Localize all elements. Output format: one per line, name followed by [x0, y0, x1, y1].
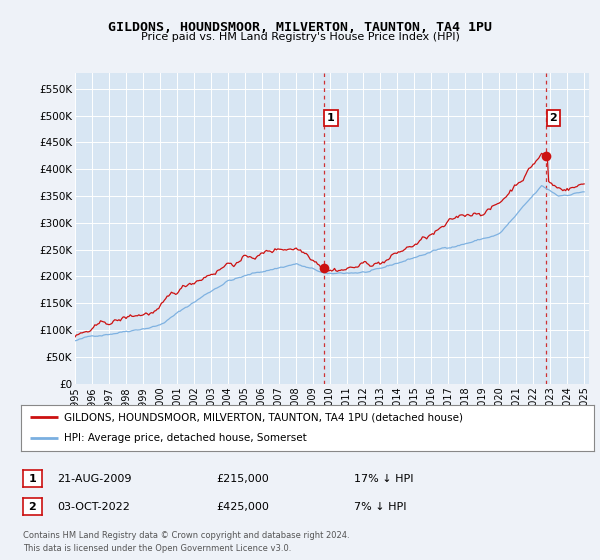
Text: 17% ↓ HPI: 17% ↓ HPI	[354, 474, 413, 484]
Text: £215,000: £215,000	[216, 474, 269, 484]
Text: 2: 2	[29, 502, 36, 512]
Text: 21-AUG-2009: 21-AUG-2009	[57, 474, 131, 484]
Text: Contains HM Land Registry data © Crown copyright and database right 2024.
This d: Contains HM Land Registry data © Crown c…	[23, 531, 349, 553]
Text: 1: 1	[327, 113, 335, 123]
Text: HPI: Average price, detached house, Somerset: HPI: Average price, detached house, Some…	[64, 433, 307, 444]
Text: 1: 1	[29, 474, 36, 484]
Text: 03-OCT-2022: 03-OCT-2022	[57, 502, 130, 512]
Text: GILDONS, HOUNDSMOOR, MILVERTON, TAUNTON, TA4 1PU: GILDONS, HOUNDSMOOR, MILVERTON, TAUNTON,…	[108, 21, 492, 34]
Text: 7% ↓ HPI: 7% ↓ HPI	[354, 502, 407, 512]
Text: Price paid vs. HM Land Registry's House Price Index (HPI): Price paid vs. HM Land Registry's House …	[140, 32, 460, 43]
Text: 2: 2	[550, 113, 557, 123]
Text: £425,000: £425,000	[216, 502, 269, 512]
Text: GILDONS, HOUNDSMOOR, MILVERTON, TAUNTON, TA4 1PU (detached house): GILDONS, HOUNDSMOOR, MILVERTON, TAUNTON,…	[64, 412, 463, 422]
